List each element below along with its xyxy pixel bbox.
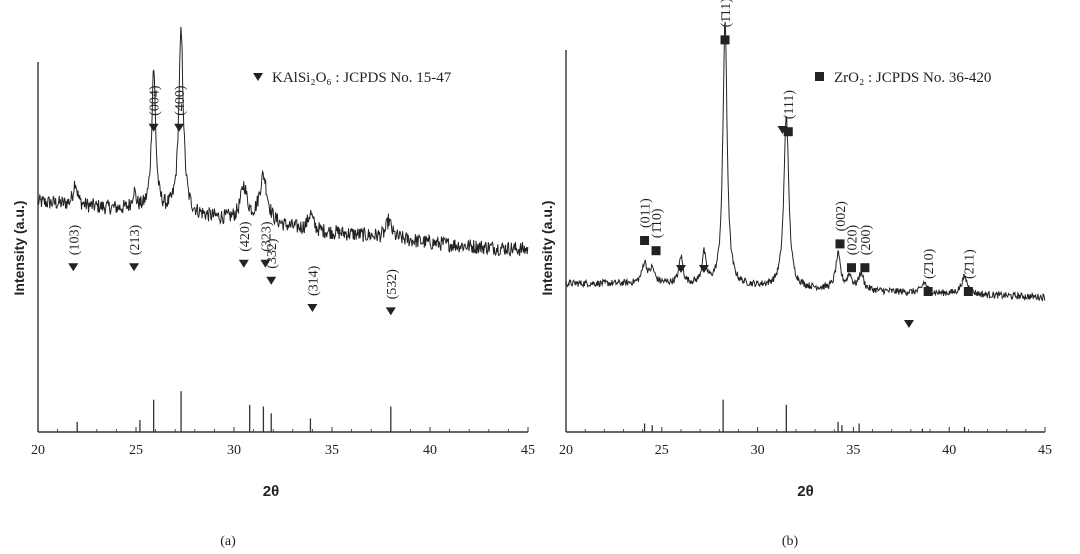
x-tick-label: 35 [325,443,339,458]
hkl-label: (213) [128,225,143,256]
hkl-label: (323) [259,221,274,252]
peak-triangle-marker [266,276,277,285]
peak-triangle-marker [903,320,914,328]
peak-triangle-marker [777,126,788,134]
xrd-pattern-line [37,26,529,257]
hkl-label: (020) [845,225,860,256]
peak-square-marker [651,246,661,256]
x-tick-label: 45 [521,443,535,458]
x-tick-label: 30 [751,443,765,458]
legend-text: KAlSi₂O₆ : JCPDS No. 15-47 [272,70,452,86]
peak-triangle-marker [307,304,318,312]
panel-a-chart: 20 25 30 35 40 45 2θ Intensity (a.u.) (a) KAlSi₂O… [11,26,535,549]
peak-triangle-marker [238,259,249,268]
hkl-label: (1̄10) [650,208,665,238]
peak-triangle-marker [385,307,396,316]
x-tick-label: 20 [559,443,573,458]
peak-triangle-marker [698,265,709,273]
peak-square-marker [640,236,650,245]
y-axis-label: Intensity (a.u.) [11,201,27,296]
hkl-label: (532) [385,269,400,300]
x-tick-label: 25 [655,443,669,458]
hkl-label: (314) [306,265,321,296]
hkl-label: (2̄11) [962,249,977,279]
peak-square-marker [720,35,730,45]
xrd-pattern-line [565,21,1046,302]
x-tick-label: 45 [1038,443,1052,458]
hkl-label: (103) [67,225,82,256]
hkl-label: (004) [148,85,163,116]
peak-triangle-marker [68,263,79,272]
hkl-label: (2̄10) [922,248,937,279]
x-axis-label: 2θ [263,483,279,500]
peak-square-marker [835,239,845,249]
legend-square-icon [815,72,824,81]
y-axis-label: Intensity (a.u.) [539,201,555,296]
peak-triangle-marker [260,259,271,268]
x-tick-label: 20 [31,443,45,458]
hkl-label: (400) [173,85,188,116]
x-tick-label: 40 [942,443,956,458]
peak-triangle-marker [148,123,159,132]
peak-square-marker [783,127,793,137]
peak-triangle-marker [129,263,140,272]
legend-triangle-icon [253,73,263,81]
hkl-label: (011) [639,198,654,228]
peak-triangle-marker [174,123,185,132]
x-axis-label: 2θ [797,483,813,500]
panel-label: (b) [782,534,799,549]
x-tick-label: 25 [129,443,143,458]
x-tick-label: 40 [423,443,437,458]
panel-label: (a) [220,534,236,549]
peak-square-marker [846,263,856,273]
peak-square-marker [860,263,870,273]
legend-text: ZrO₂ : JCPDS No. 36-420 [834,70,991,86]
hkl-label: (111) [782,90,797,120]
hkl-label: (200) [859,225,874,256]
x-tick-label: 35 [846,443,860,458]
hkl-label: (002) [834,201,849,232]
peak-triangle-marker [675,265,686,273]
x-tick-label: 30 [227,443,241,458]
peak-square-marker [963,287,973,296]
hkl-label: (420) [238,221,253,252]
hkl-label: (1̄11) [719,0,734,27]
panel-b-chart: 20 25 30 35 40 45 2θ Intensity (a.u.) (b) ZrO₂ : … [539,0,1052,549]
hkl-label: (332) [265,238,280,269]
peak-square-marker [923,287,933,296]
